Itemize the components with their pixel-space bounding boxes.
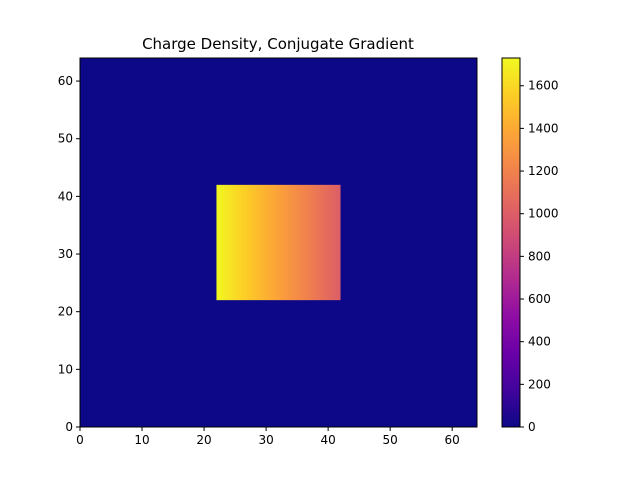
- y-tick-label: 20: [58, 305, 73, 319]
- y-tick-label: 40: [58, 189, 73, 203]
- plot-frame: [79, 57, 478, 428]
- y-tick-label: 10: [58, 362, 73, 376]
- colorbar-tick-label: 400: [528, 335, 551, 349]
- colorbar-gradient: [501, 57, 521, 428]
- colorbar-tick-label: 600: [528, 292, 551, 306]
- x-tick-label: 10: [134, 433, 149, 447]
- colorbar-tick-label: 1000: [528, 207, 559, 221]
- colorbar-tick-label: 1200: [528, 164, 559, 178]
- charge-region: [216, 184, 341, 301]
- colorbar-tick-label: 200: [528, 377, 551, 391]
- chart-title: Charge Density, Conjugate Gradient: [142, 35, 414, 53]
- x-tick-label: 30: [258, 433, 273, 447]
- colorbar-tick-label: 800: [528, 249, 551, 263]
- y-tick-label: 50: [58, 132, 73, 146]
- y-tick-label: 30: [58, 247, 73, 261]
- x-tick-label: 50: [383, 433, 398, 447]
- colorbar: 0 200 400 600 800 1000 1200 1400 1600: [501, 57, 559, 434]
- colorbar-axis: 0 200 400 600 800 1000 1200 1400 1600: [520, 79, 559, 434]
- colorbar-tick-label: 1600: [528, 79, 559, 93]
- x-tick-label: 0: [76, 433, 84, 447]
- y-tick-label: 60: [58, 74, 73, 88]
- x-tick-label: 20: [196, 433, 211, 447]
- y-tick-label: 0: [65, 420, 73, 434]
- y-axis: 0 10 20 30 40 50 60: [58, 74, 80, 434]
- colorbar-tick-label: 0: [528, 420, 536, 434]
- heatmap-plot: 0 10 20 30 40 50 60 0 10 20 30 40 50 60: [58, 57, 478, 447]
- x-tick-label: 60: [445, 433, 460, 447]
- x-tick-label: 40: [320, 433, 335, 447]
- x-axis: 0 10 20 30 40 50 60: [76, 427, 460, 447]
- colorbar-tick-label: 1400: [528, 121, 559, 135]
